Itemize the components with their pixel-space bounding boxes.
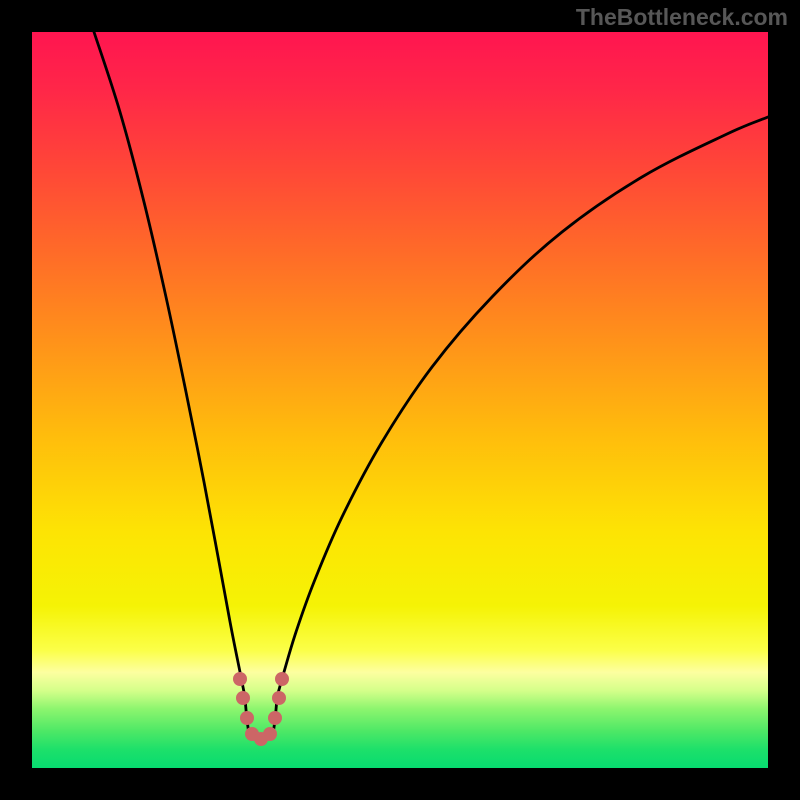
watermark-text: TheBottleneck.com — [576, 4, 788, 31]
marker-point — [272, 691, 286, 705]
marker-point — [275, 672, 289, 686]
plot-area — [32, 32, 768, 768]
marker-point — [240, 711, 254, 725]
marker-point — [268, 711, 282, 725]
curve-layer — [32, 32, 768, 768]
marker-point — [263, 727, 277, 741]
marker-point — [236, 691, 250, 705]
marker-point — [233, 672, 247, 686]
chart-container: TheBottleneck.com — [0, 0, 800, 800]
valley-markers — [233, 672, 289, 746]
v-curve — [94, 32, 768, 739]
